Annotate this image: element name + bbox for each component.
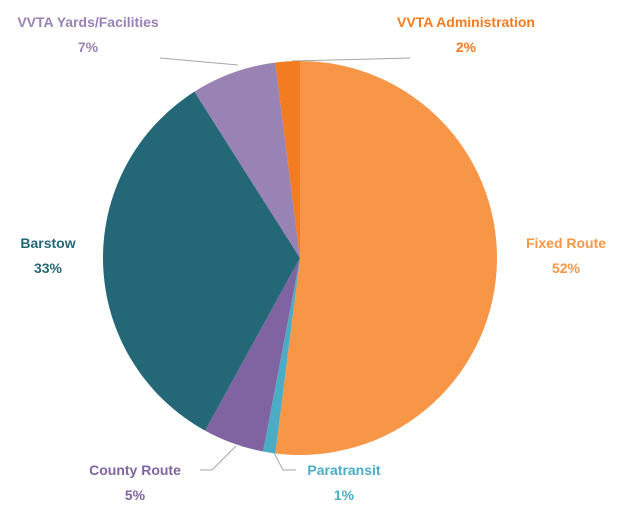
slice-label: VVTA Administration 2% [391, 10, 541, 60]
leader-line [159, 57, 239, 66]
category-label: VVTA Yards/Facilities [17, 14, 159, 30]
category-label: County Route [89, 462, 181, 478]
leader-line [271, 448, 296, 471]
value-label: 2% [455, 39, 477, 55]
category-label: Fixed Route [525, 235, 607, 251]
category-label: VVTA Administration [397, 14, 535, 30]
pie-slice [205, 258, 300, 452]
leader-line [291, 57, 411, 62]
pie-slice [102, 91, 300, 431]
value-label: 1% [333, 487, 355, 503]
slice-label: Paratransit 1% [269, 458, 419, 506]
leader-lines [159, 57, 411, 471]
slice-label: County Route 5% [60, 458, 210, 506]
pie-slice [275, 61, 300, 258]
pie-slice [263, 258, 300, 454]
slice-label: VVTA Yards/Facilities 7% [13, 10, 163, 60]
slice-label: Barstow 33% [0, 231, 123, 281]
category-label: Paratransit [307, 462, 381, 478]
pie-slice [275, 61, 498, 455]
slice-label: Fixed Route 52% [491, 231, 621, 281]
category-label: Barstow [20, 235, 76, 251]
value-label: 52% [551, 260, 581, 276]
leader-line [200, 445, 237, 471]
value-label: 5% [124, 487, 146, 503]
value-label: 7% [77, 39, 99, 55]
value-label: 33% [33, 260, 63, 276]
pie-slice [194, 62, 300, 258]
